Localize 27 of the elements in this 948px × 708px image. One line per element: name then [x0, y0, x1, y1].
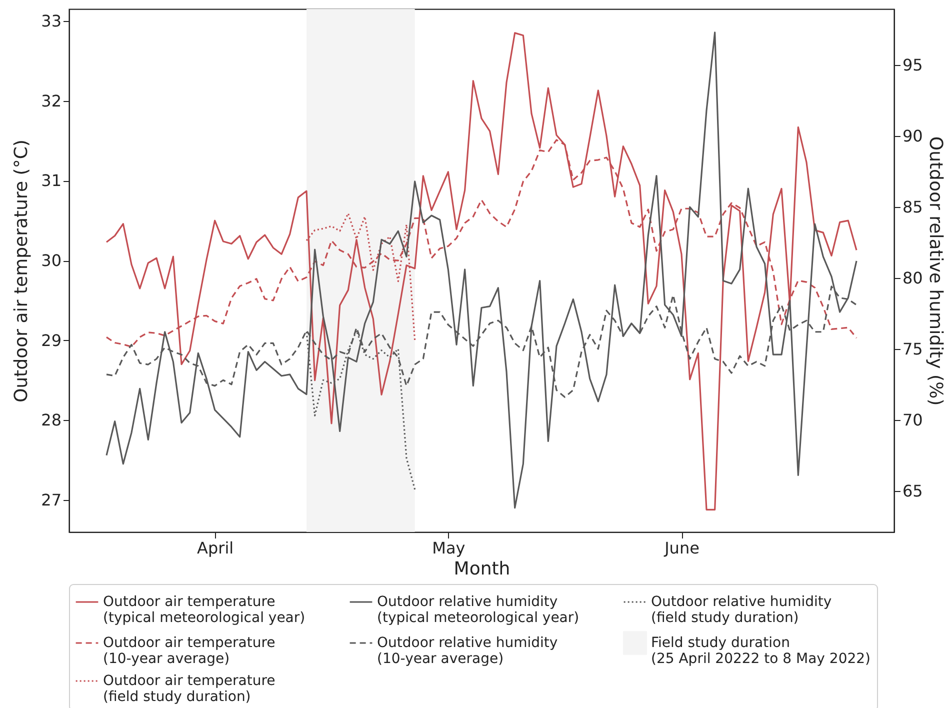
y2-tick-label: 70: [902, 410, 923, 430]
x-tick-label: May: [432, 538, 466, 558]
y-tick-label: 31: [41, 171, 62, 190]
y2-tick-label: 95: [902, 56, 923, 75]
y2-tick-label: 75: [902, 339, 923, 358]
y-tick-label: 28: [41, 410, 62, 430]
y2-tick-label: 90: [902, 126, 923, 146]
legend-label: Outdoor air temperature (field study duration): [103, 673, 276, 705]
y2-tick-label: 80: [902, 268, 923, 288]
legend-label: Outdoor relative humidity (field study duration): [651, 594, 832, 626]
y-tick-label: 32: [41, 91, 62, 110]
y-tick-label: 27: [41, 490, 62, 510]
y2-axis-title: Outdoor relative humidity (%): [924, 136, 946, 406]
y-tick-label: 30: [41, 251, 62, 270]
y2-tick-label: 65: [902, 481, 923, 500]
y2-tick-label: 85: [902, 197, 923, 216]
x-tick-label: June: [664, 538, 700, 558]
y-tick-label: 29: [41, 330, 62, 350]
legend-label: Outdoor air temperature (10-year average): [103, 635, 276, 667]
legend-label: Outdoor air temperature (typical meteorological year): [103, 594, 306, 626]
legend-label: Field study duration (25 April 20222 to 8 May 2022): [651, 635, 871, 667]
legend-label: Outdoor relative humidity (10-year average): [377, 635, 558, 667]
y-tick-label: 33: [41, 11, 62, 30]
legend-label: Outdoor relative humidity (typical meteorological year): [377, 594, 580, 626]
x-tick-label: April: [197, 538, 234, 558]
y-axis-title: Outdoor air temperature (°C): [11, 140, 32, 402]
x-axis-title: Month: [454, 558, 510, 580]
